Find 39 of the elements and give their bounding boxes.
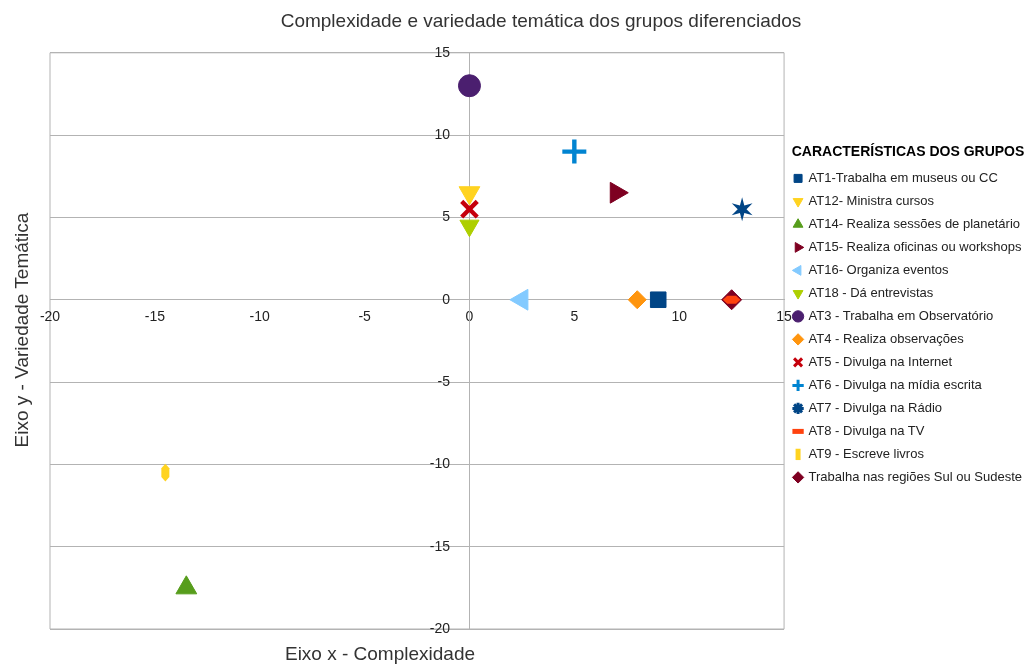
x-tick-label: 15	[776, 308, 793, 324]
point	[457, 74, 481, 98]
x-tick-label: 5	[570, 308, 579, 324]
legend-label: AT3 - Trabalha em Observatório	[808, 307, 994, 323]
x-axis-title: Eixo x - Complexidade	[283, 643, 477, 665]
x-tick-label: -10	[249, 308, 271, 324]
point	[562, 139, 587, 164]
legend-label: AT5 - Divulga na Internet	[808, 353, 953, 369]
x-tick-label: 10	[671, 308, 688, 324]
legend-label: AT8 - Divulga na TV	[808, 422, 925, 438]
x-tick-label: -5	[358, 308, 372, 324]
point	[731, 197, 753, 222]
point	[649, 291, 667, 309]
legend-label: AT15- Realiza oficinas ou workshops	[808, 238, 1022, 254]
legend-label: AT16- Organiza eventos	[808, 261, 950, 277]
y-tick-label: 15	[434, 43, 470, 60]
y-tick-label: 0	[442, 290, 470, 307]
legend-title: CARACTERÍSTICAS DOS GRUPOS	[791, 142, 1025, 159]
chart-title: Complexidade e variedade temática dos grupos diferenciados	[280, 9, 802, 31]
legend-label: AT9 - Escreve livros	[808, 445, 925, 461]
legend-label: AT18 - Dá entrevistas	[808, 284, 934, 300]
y-tick-label: 5	[442, 208, 470, 225]
y-tick-label: -15	[429, 537, 470, 554]
legend-label: AT6 - Divulga na mídia escrita	[808, 376, 983, 392]
y-tick-label: -5	[437, 372, 470, 389]
x-tick-label: -20	[39, 308, 61, 324]
point	[460, 199, 479, 219]
legend-label: AT4 - Realiza observações	[808, 330, 965, 346]
y-tick-label: -10	[429, 455, 470, 472]
legend-label: AT7 - Divulga na Rádio	[808, 399, 942, 415]
y-axis-title: Eixo y - Variedade Temática	[11, 212, 33, 448]
legend-label: AT14- Realiza sessões de planetário	[808, 215, 1021, 231]
legend-label: Trabalha nas regiões Sul ou Sudeste	[808, 468, 1022, 484]
y-tick-label: -20	[429, 619, 470, 636]
legend-label: AT1-Trabalha em museus ou CC	[808, 169, 998, 185]
legend-label: AT12- Ministra cursos	[808, 192, 935, 208]
point	[627, 290, 647, 310]
y-tick-label: 10	[434, 125, 470, 142]
x-tick-label: -15	[144, 308, 166, 324]
